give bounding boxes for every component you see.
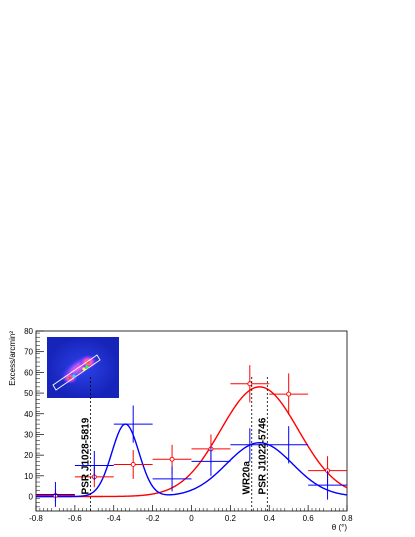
y-axis-title: Excess/arcmin²	[8, 331, 17, 386]
data-point-1-3	[152, 466, 192, 492]
data-point-0-6	[269, 373, 309, 415]
x-tick-label-5: 0.2	[225, 514, 237, 523]
y-tick-label-1: 10	[24, 472, 33, 481]
data-point-1-5	[230, 428, 270, 462]
y-tick-label-4: 40	[24, 410, 33, 419]
x-tick-label-2: -0.4	[107, 514, 121, 523]
annotation-label-1: WR20a	[242, 461, 253, 495]
x-tick-label-4: 0	[189, 514, 194, 523]
fit-curve-1	[36, 423, 348, 498]
data-point-1-6	[269, 426, 309, 464]
y-tick-label-6: 60	[24, 368, 33, 377]
y-tick-label-3: 30	[24, 430, 33, 439]
data-point-1-2	[113, 405, 153, 443]
data-point-1-4	[191, 446, 231, 476]
annotation-label-0: PSR J1028-5819	[80, 417, 91, 494]
data-points	[36, 365, 347, 507]
sky-map-inset	[47, 337, 119, 398]
x-axis-title: θ (°)	[332, 523, 348, 532]
point-marker	[286, 391, 292, 397]
x-tick-label-3: -0.2	[146, 514, 160, 523]
x-tick-label-7: 0.6	[303, 514, 315, 523]
fit-curves	[36, 386, 348, 498]
y-axis-ticks: 0 10 20 30 40 50 60 70 80	[24, 327, 44, 508]
x-tick-label-1: -0.6	[68, 514, 82, 523]
y-tick-label-2: 20	[24, 451, 33, 460]
point-marker	[169, 456, 175, 462]
data-point-1-7	[308, 470, 347, 500]
x-tick-label-6: 0.4	[264, 514, 276, 523]
data-point-1-1	[74, 451, 114, 480]
fit-curve-0	[36, 386, 348, 498]
y-tick-label-8: 80	[24, 327, 33, 336]
x-tick-label-0: -0.8	[29, 514, 43, 523]
data-point-0-2	[113, 449, 153, 479]
data-point-1-0	[36, 482, 75, 507]
x-tick-label-8: 0.8	[341, 514, 353, 523]
y-tick-label-5: 50	[24, 389, 33, 398]
y-tick-label-7: 70	[24, 348, 33, 357]
annotation-label-2: PSR J1022-5746	[257, 417, 268, 494]
point-marker	[247, 381, 253, 387]
annotations: PSR J1028-5819 WR20a PSR J1022-5746	[80, 376, 268, 511]
data-point-0-5	[230, 365, 270, 403]
point-marker	[130, 461, 136, 467]
y-tick-label-0: 0	[29, 493, 34, 502]
x-axis-ticks: -0.8 -0.6 -0.4 -0.2 0 0.2 0.4 0.6 0.8	[29, 505, 353, 523]
